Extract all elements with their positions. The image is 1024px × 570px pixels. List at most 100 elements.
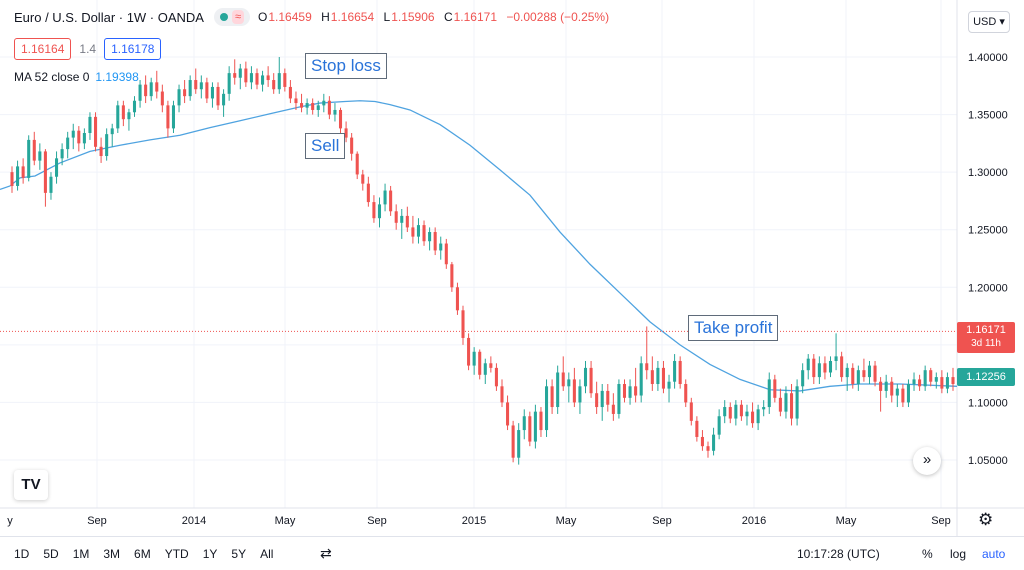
candle [138,80,142,108]
candle [71,123,75,150]
scroll-to-realtime-button[interactable]: » [913,447,941,475]
candle [951,367,955,391]
candle [10,166,14,193]
candle [912,372,916,391]
candle-body [444,243,448,265]
candle-body [572,379,576,403]
candle-body [333,109,337,115]
candle-body [110,128,114,135]
candle-body [762,407,766,410]
candle-body [105,134,109,157]
candle-body [327,100,331,115]
market-status[interactable]: ≈ [213,8,251,26]
candle-body [439,243,443,251]
candle [322,93,326,113]
candle [372,195,376,223]
candle-body [149,82,153,97]
candle [389,185,393,216]
candle-body [416,225,420,237]
candle-body [244,68,248,83]
x-tick-label: Sep [367,515,387,527]
range-button-1d[interactable]: 1D [14,547,30,561]
candle-body [472,351,476,366]
candle [88,112,92,140]
candle [645,326,649,380]
candle [622,379,627,403]
candle [767,372,771,414]
auto-toggle[interactable]: auto [982,547,1006,561]
range-button-1m[interactable]: 1M [72,547,90,561]
range-button-5d[interactable]: 5D [43,547,59,561]
take-profit-label[interactable]: Take profit [688,315,779,341]
candle [756,404,760,431]
candle [316,100,320,117]
candle [723,400,727,424]
candle [817,356,821,385]
range-button-ytd[interactable]: YTD [164,547,189,561]
candle [606,384,610,412]
candle [739,400,743,421]
range-button-all[interactable]: All [260,547,274,561]
buy-price-button[interactable]: 1.16178 [104,38,162,60]
candle [177,84,181,113]
range-button-6m[interactable]: 6M [134,547,151,561]
candle [361,169,365,191]
range-button-3m[interactable]: 3M [103,547,121,561]
x-tick-label: May [275,515,296,527]
candle-body [49,176,53,193]
sell-label[interactable]: Sell [305,133,346,159]
candle-body [812,358,816,378]
x-tick-label: Sep [652,515,672,527]
y-tick-label: 1.10000 [968,397,1008,409]
candle-body [650,370,654,385]
candle [812,354,816,385]
candle-body [210,86,214,99]
sell-price-button[interactable]: 1.16164 [14,38,72,60]
symbol-title[interactable]: Euro / U.S. Dollar · 1W · OANDA [14,9,204,25]
candle [116,100,120,133]
candle-body [205,82,209,99]
candle [695,416,699,442]
currency-button[interactable]: USD ▾ [968,11,1010,33]
candle-body [940,377,944,389]
ma-legend[interactable]: MA 52 close 0 1.19398 [14,70,139,84]
candle-body [934,377,938,382]
candle-body [589,367,593,394]
percent-toggle[interactable]: % [922,547,933,561]
candle-body [645,363,649,371]
candle [828,356,833,378]
candle-body [751,411,755,424]
tradingview-logo[interactable]: TV [14,470,48,500]
candle [789,384,794,426]
candle [589,360,593,398]
candle [873,360,877,387]
stop-loss-label[interactable]: Stop loss [305,53,387,79]
candle [400,208,404,239]
candle-body [66,137,70,150]
candle-body [745,411,749,417]
clock-time[interactable]: 10:17:28 (UTC) [797,547,880,561]
candle-body [723,407,727,417]
gear-icon[interactable]: ⚙ [978,510,994,529]
candle [288,80,292,104]
log-toggle[interactable]: log [950,547,967,561]
candle-body [929,370,933,382]
ma-layer [0,100,958,392]
range-button-1y[interactable]: 1Y [202,547,218,561]
candle [706,441,710,458]
calendar-icon[interactable]: ⇄ [320,545,332,561]
range-button-5y[interactable]: 5Y [231,547,247,561]
candle-body [411,227,415,237]
candle [82,128,86,150]
candle-body [300,103,304,108]
candle [929,367,933,387]
candle [561,356,565,391]
candle [745,404,749,426]
price-axis: 1.40000 1.35000 1.30000 1.25000 1.20000 1.100… [968,52,1008,467]
candle [121,100,125,127]
candle-body [93,116,98,147]
candle-body [539,411,543,431]
candle-body [305,103,309,108]
